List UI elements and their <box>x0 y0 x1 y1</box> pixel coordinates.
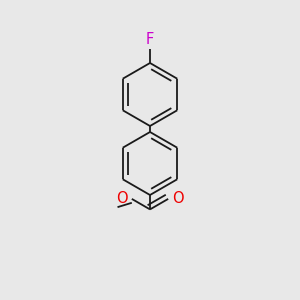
Text: O: O <box>116 191 128 206</box>
Text: O: O <box>172 191 184 206</box>
Text: F: F <box>146 32 154 47</box>
